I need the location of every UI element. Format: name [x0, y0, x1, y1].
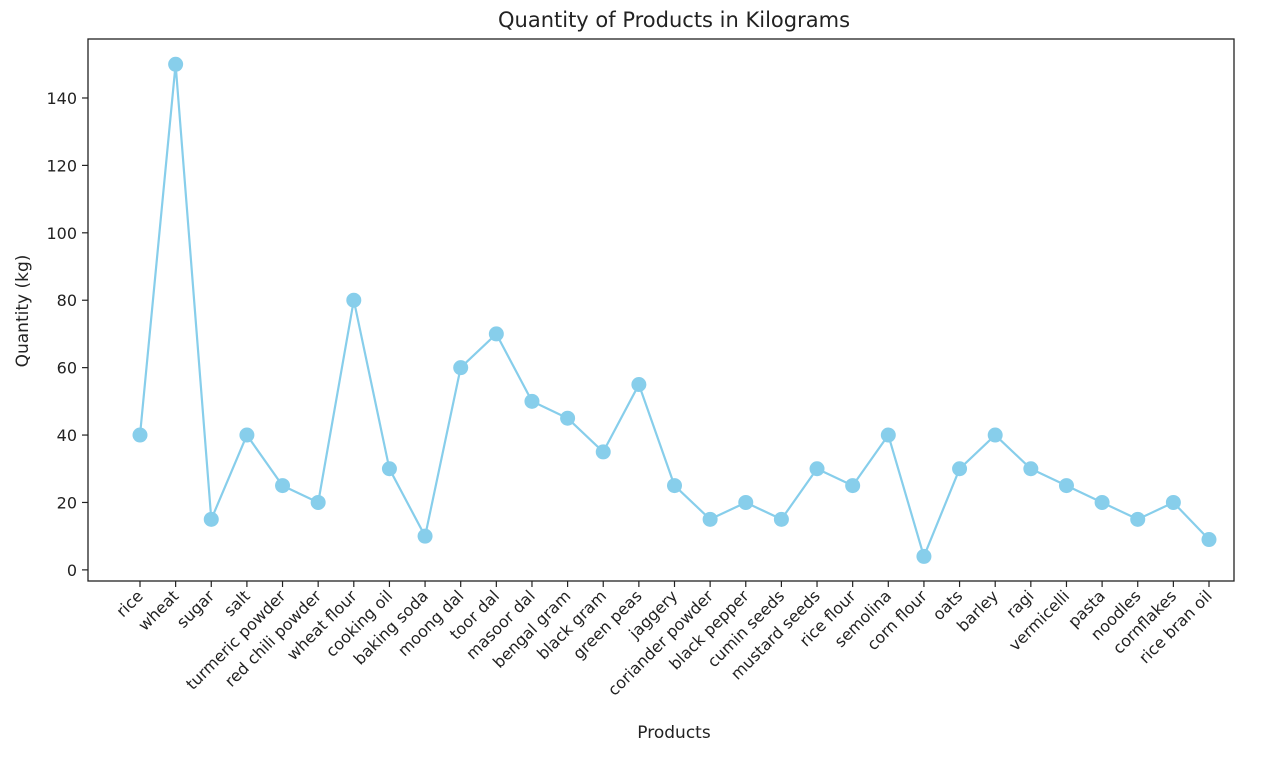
data-point [453, 360, 469, 376]
data-point [346, 292, 362, 308]
data-point [1130, 511, 1146, 527]
plot-frame [87, 38, 1235, 582]
y-tick-label: 40 [57, 426, 77, 445]
data-point [1201, 532, 1217, 548]
data-point [524, 393, 540, 409]
data-point [203, 511, 219, 527]
data-point [1165, 494, 1181, 510]
y-axis: 0 20 40 60 80 100 120 140 [46, 89, 88, 580]
x-axis-label: Products [637, 723, 711, 743]
y-tick-label: 140 [46, 89, 77, 108]
data-point [738, 494, 754, 510]
data-point [667, 478, 682, 494]
y-tick-label: 120 [46, 156, 77, 175]
data-point [845, 478, 861, 494]
data-point [880, 427, 896, 443]
data-point [1023, 461, 1039, 477]
y-tick-label: 20 [57, 493, 77, 512]
data-point [239, 427, 255, 443]
data-point [417, 528, 433, 544]
data-point [773, 511, 789, 527]
data-point [381, 461, 397, 477]
y-tick-label: 60 [57, 359, 77, 378]
data-point [987, 427, 1003, 443]
data-point [1058, 478, 1074, 494]
data-point [809, 461, 825, 477]
data-point [1094, 494, 1110, 510]
y-tick-label: 80 [57, 291, 77, 310]
data-point [560, 410, 576, 426]
data-point [310, 494, 326, 510]
data-series [132, 56, 1217, 564]
data-point [168, 56, 184, 72]
data-point [132, 427, 148, 443]
data-point [488, 326, 504, 342]
y-tick-label: 100 [46, 224, 77, 243]
chart-title: Quantity of Products in Kilograms [498, 8, 850, 32]
data-point [916, 548, 932, 564]
data-point [631, 376, 647, 392]
data-point [702, 511, 718, 527]
data-point [952, 461, 968, 477]
y-tick-label: 0 [67, 561, 77, 580]
y-axis-label: Quantity (kg) [13, 255, 33, 368]
data-point [595, 444, 611, 460]
plot-area [87, 38, 1235, 582]
data-point [275, 478, 291, 494]
